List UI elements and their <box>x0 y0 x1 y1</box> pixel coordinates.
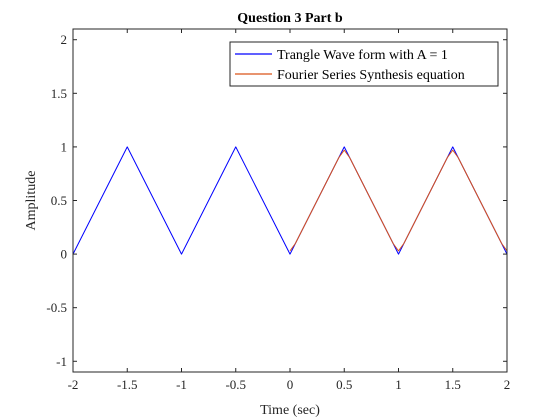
x-tick-label: -1 <box>176 377 187 392</box>
x-tick-label: 0 <box>287 377 294 392</box>
chart-title: Question 3 Part b <box>237 11 343 26</box>
y-tick-label: 2 <box>61 32 68 47</box>
x-tick-label: 1.5 <box>445 377 461 392</box>
y-tick-label: -1 <box>56 354 67 369</box>
y-tick-label: 0.5 <box>51 193 67 208</box>
y-tick-label: 0 <box>61 247 68 262</box>
x-tick-label: 0.5 <box>336 377 352 392</box>
y-tick-label: 1.5 <box>51 86 67 101</box>
x-tick-label: -0.5 <box>225 377 246 392</box>
y-tick-label: -0.5 <box>46 300 67 315</box>
x-tick-label: -1.5 <box>117 377 138 392</box>
y-axis-label: Amplitude <box>24 171 39 231</box>
y-tick-label: 1 <box>61 139 68 154</box>
x-axis-label: Time (sec) <box>260 403 320 418</box>
legend-label-triangle-wave: Trangle Wave form with A = 1 <box>277 48 448 63</box>
x-tick-label: 2 <box>504 377 511 392</box>
legend: Trangle Wave form with A = 1 Fourier Ser… <box>230 42 498 86</box>
x-tick-label: -2 <box>68 377 79 392</box>
x-tick-label: 1 <box>395 377 402 392</box>
legend-label-fourier-series: Fourier Series Synthesis equation <box>277 68 465 83</box>
